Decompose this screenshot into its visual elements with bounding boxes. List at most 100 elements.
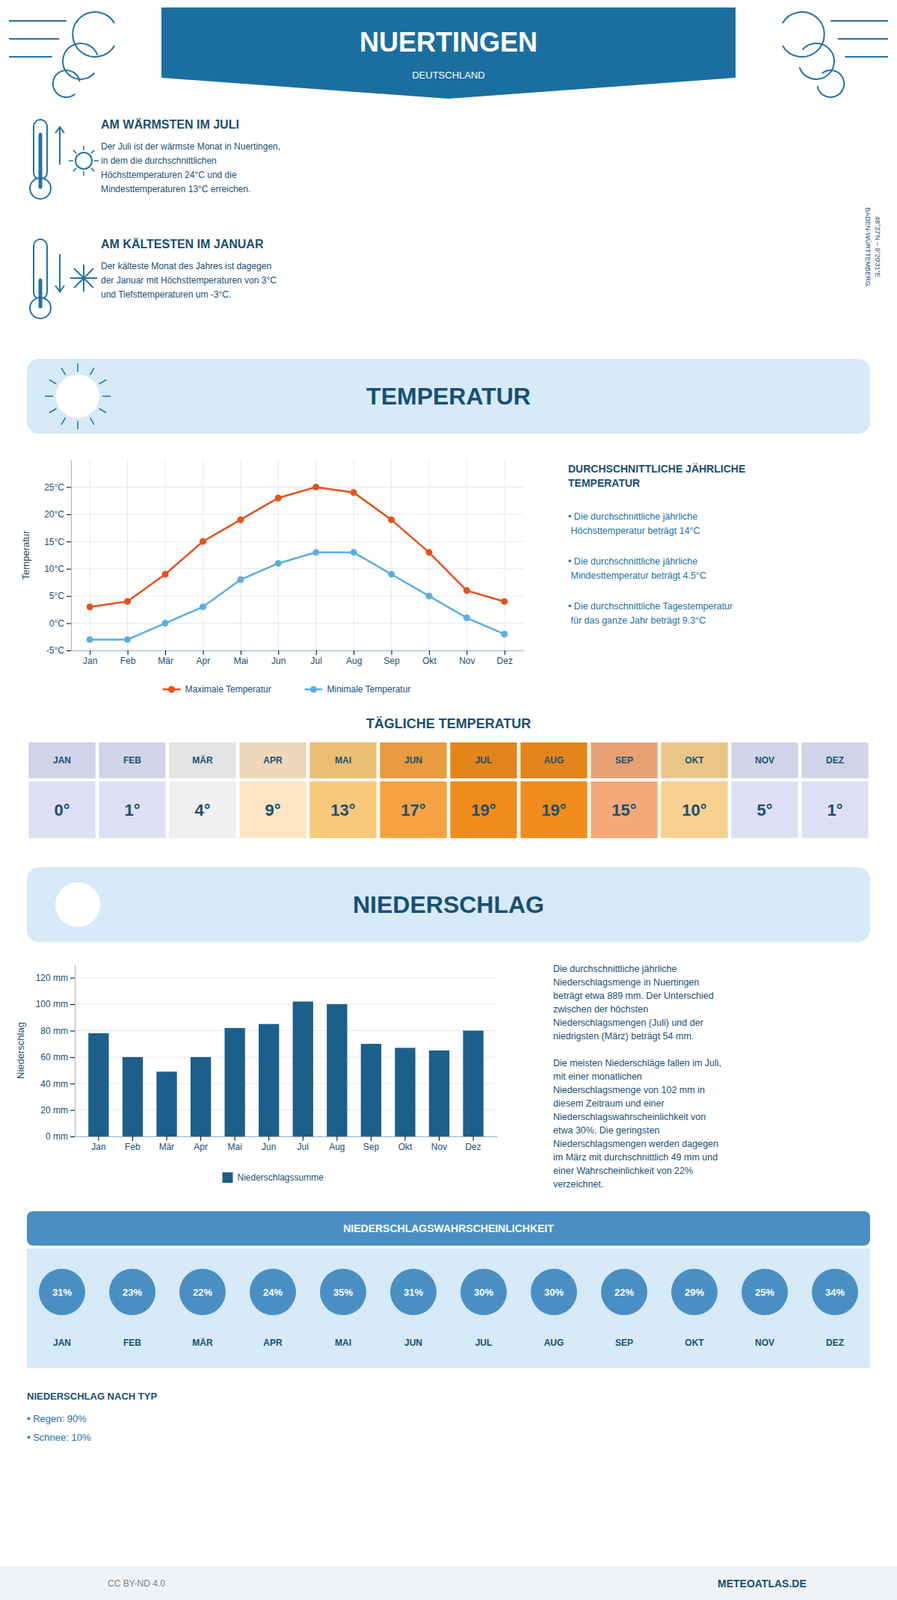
- point: [162, 571, 169, 578]
- grid-line-x: [127, 459, 128, 651]
- arrow-head: [55, 127, 65, 134]
- x-tick-mark: [97, 1136, 99, 1141]
- value-circle: [741, 1268, 788, 1315]
- value-circle: [671, 1268, 718, 1315]
- category-label: APR: [263, 1337, 283, 1348]
- chart-title: TÄGLICHE TEMPERATUR: [366, 716, 532, 732]
- sun-ray: [68, 159, 74, 162]
- header-cell: [731, 742, 798, 779]
- sun-ray: [73, 150, 77, 154]
- y-tick-mark: [66, 623, 72, 625]
- category-label: NOV: [754, 1337, 775, 1348]
- data-label: 4°: [194, 800, 211, 820]
- point: [275, 559, 282, 567]
- panel-text: Die meisten Niederschläge fallen im Juli…: [553, 1057, 722, 1190]
- grid-line-y: [71, 541, 524, 542]
- x-tick-label: Okt: [422, 655, 437, 667]
- sun-ray: [94, 159, 99, 162]
- y-tick-label: 40 mm: [40, 1078, 69, 1090]
- x-tick-label: Mär: [159, 1141, 175, 1152]
- point: [350, 488, 358, 496]
- y-tick-label: 20°C: [44, 509, 65, 520]
- page-title-line: NUERTINGEN: [359, 26, 538, 58]
- y-axis-title: Temperatur: [20, 529, 32, 580]
- legend-marker: [310, 686, 317, 693]
- category-label: JUL: [475, 1337, 493, 1348]
- bar: [88, 1033, 109, 1137]
- x-tick-label: Jan: [82, 655, 98, 667]
- wind-swirl: [817, 70, 844, 98]
- point: [350, 548, 358, 556]
- x-tick: Apr: [193, 1136, 208, 1152]
- arrow-shaft: [59, 254, 61, 292]
- footer-license-line: CC BY-ND 4.0: [107, 1577, 166, 1589]
- bar: [258, 1024, 279, 1137]
- bar-chart: JanFebMärAprMaiJunJulAugSepOktNovDez0 mm…: [14, 965, 498, 1184]
- x-tick: Dez: [497, 650, 513, 667]
- sun-ray: [76, 420, 79, 430]
- x-tick-label: Apr: [196, 655, 211, 667]
- plot-marks: [86, 483, 509, 643]
- value-circle: [249, 1268, 297, 1315]
- panel-text-line: Niederschlagswahrscheinlichkeit von: [553, 1111, 706, 1122]
- x-tick: Apr: [196, 650, 211, 667]
- x-tick-label: Sep: [383, 655, 400, 667]
- x-tick-label: Jul: [310, 655, 323, 667]
- point: [463, 614, 471, 622]
- data-label: 10°: [681, 800, 707, 820]
- data-label: 35%: [333, 1286, 353, 1298]
- footer: CC BY-ND 4.0METEOATLAS.DE: [0, 1566, 897, 1600]
- grid: [71, 459, 524, 651]
- sun-ray: [99, 408, 107, 414]
- arrow-shaft: [59, 127, 61, 165]
- value-cell: [239, 781, 306, 838]
- section-title-line: AM KÄLTESTEN IM JANUAR: [100, 237, 264, 251]
- panel-text-line: verzeichnet.: [553, 1178, 604, 1190]
- value-cell: [168, 781, 236, 838]
- y-tick: 60 mm: [40, 1051, 75, 1063]
- point: [275, 494, 282, 502]
- data-label: 34%: [825, 1286, 845, 1298]
- section-text-line: Mindesttemperaturen 13°C erreichen.: [100, 183, 251, 195]
- x-axis-line: [75, 1136, 498, 1137]
- panel-text-line: einer Wahrscheinlichkeit von 22%: [553, 1165, 693, 1176]
- type-bullet: • Regen: 90%: [26, 1412, 87, 1424]
- value-cell: [28, 781, 95, 838]
- y-axis-line: [74, 965, 76, 1137]
- panel-text-line: beträgt etwa 889 mm. Der Unterschied: [553, 990, 714, 1001]
- bar: [429, 1050, 450, 1137]
- header-cell: [168, 742, 236, 779]
- x-tick-mark: [429, 650, 430, 655]
- panel-bullet: • Die durchschnittliche jährliche Mindes…: [568, 556, 707, 581]
- warm-section: AM WÄRMSTEN IM JULIDer Juli ist der wärm…: [29, 118, 281, 199]
- type-bullet-line: • Schnee: 10%: [26, 1431, 92, 1443]
- x-tick: Feb: [120, 650, 137, 667]
- y-tick: 100 mm: [35, 998, 75, 1010]
- y-tick-mark: [66, 514, 72, 516]
- category-label: FEB: [123, 1337, 142, 1348]
- chart-title-line: TÄGLICHE TEMPERATUR: [366, 716, 532, 732]
- header-banner: [161, 7, 736, 99]
- table-chart: JAN0°FEB1°MÄR4°APR9°MAI13°JUN17°JUL19°AU…: [28, 742, 868, 838]
- category-label: JUN: [404, 754, 423, 766]
- table-chart: 31%JAN23%FEB22%MÄR24%APR35%MAI31%JUN30%J…: [26, 1248, 871, 1368]
- panel-bullet: • Die durchschnittliche Tagestemperatur …: [568, 600, 733, 626]
- y-tick: 15°C: [44, 536, 72, 548]
- type-bullet-line: • Regen: 90%: [26, 1412, 87, 1424]
- y-tick-label: 120 mm: [35, 972, 69, 983]
- banner-icon: [55, 882, 101, 927]
- x-tick: Okt: [398, 1136, 413, 1152]
- bar: [293, 1001, 314, 1137]
- type-bullet: • Schnee: 10%: [26, 1431, 92, 1443]
- category-label: MÄR: [192, 1336, 214, 1348]
- panel-text-line: Niederschlagsmengen werden dagegen: [553, 1138, 719, 1149]
- type-title: NIEDERSCHLAG NACH TYP: [26, 1390, 157, 1402]
- snowflake-stroke: [74, 268, 94, 288]
- category-label: JUN: [404, 1337, 423, 1348]
- section-banner: NIEDERSCHLAGSWAHRSCHEINLICHKEIT: [26, 1210, 871, 1246]
- y-tick-label: 15°C: [44, 536, 65, 548]
- x-tick-mark: [127, 650, 129, 655]
- point: [236, 576, 244, 584]
- panel-text: Die durchschnittliche jährlicheNiedersch…: [553, 963, 714, 1042]
- value-cell: [731, 781, 798, 838]
